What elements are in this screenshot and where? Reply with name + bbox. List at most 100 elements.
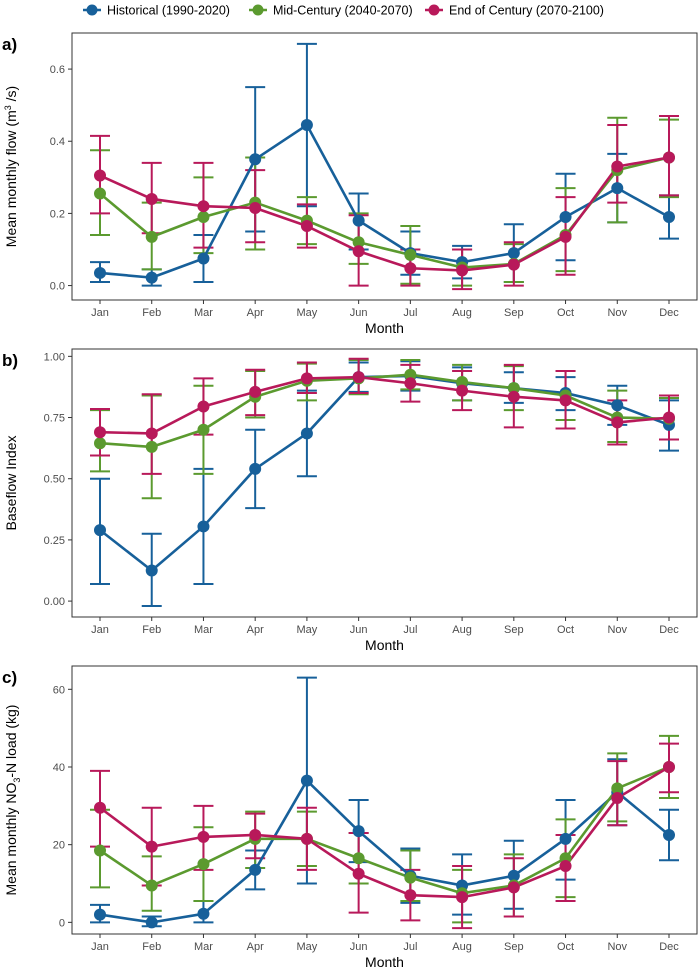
series-line-1-2 — [99, 375, 670, 435]
point-1-0-10 — [611, 399, 624, 412]
x-tick-label-2-8: Sep — [504, 941, 524, 953]
x-tick-label-2-3: Apr — [247, 941, 264, 953]
point-1-0-3 — [249, 462, 262, 475]
x-tick-label-1-2: Mar — [194, 624, 213, 636]
point-1-2-8 — [507, 390, 520, 403]
x-axis-label-0: Month — [365, 320, 404, 336]
y-axis-label-sup-0: 3 — [3, 105, 13, 110]
point-1-1-8 — [507, 382, 520, 395]
point-1-1-0 — [94, 437, 106, 450]
point-1-2-11 — [663, 411, 675, 424]
series-line-1-1 — [99, 373, 670, 449]
point-0-2-5 — [352, 245, 365, 258]
y-tick-label-2-0: 0 — [59, 917, 65, 929]
point-1-2-0 — [94, 426, 106, 439]
point-1-2-4 — [300, 372, 313, 385]
x-tick-label-0-1: Feb — [142, 307, 161, 319]
y-tick-label-2-1: 20 — [53, 840, 65, 852]
point-0-0-2 — [197, 252, 210, 265]
x-tick-label-2-10: Nov — [607, 941, 627, 953]
y-tick-label-1-3: 0.75 — [44, 413, 65, 425]
point-1-2-7 — [456, 384, 469, 397]
point-0-1-5 — [352, 236, 365, 249]
x-tick-label-2-9: Oct — [557, 941, 574, 953]
series-line-2-0 — [99, 779, 670, 924]
point-2-2-5 — [352, 867, 365, 880]
point-1-0-2 — [197, 520, 210, 533]
y-tick-label-2-3: 60 — [53, 684, 65, 696]
point-0-2-2 — [197, 200, 210, 213]
x-axis-label-1: Month — [365, 637, 404, 653]
point-2-0-5 — [352, 825, 365, 838]
point-1-0-4 — [300, 427, 313, 440]
series-line-0-0 — [99, 123, 670, 279]
y-tick-label-2-2: 40 — [53, 762, 65, 774]
x-tick-label-2-6: Jul — [403, 941, 417, 953]
y-tick-label-1-0: 0.00 — [44, 596, 65, 608]
y-tick-label-1-4: 1.00 — [44, 351, 65, 363]
panel-frame-0 — [71, 32, 698, 301]
point-2-0-2 — [197, 907, 210, 920]
panel-1: b) 0.00 0.25 0.50 0.75 1.00 Jan Feb Mar Apr May Jun… — [2, 348, 698, 653]
point-2-0-8 — [507, 869, 520, 882]
legend-entry-0: Historical (1990-2020) — [83, 4, 230, 18]
x-tick-label-1-5: Jun — [350, 624, 368, 636]
panel-label-1: b) — [2, 351, 18, 370]
point-0-0-5 — [352, 214, 365, 227]
point-2-0-1 — [145, 916, 158, 929]
y-axis-label-sub-2: 3 — [12, 778, 22, 783]
y-axis-label-main-2: Mean monthly NO — [3, 783, 19, 896]
point-1-1-7 — [456, 376, 469, 389]
series-line-0-2 — [99, 156, 670, 272]
point-0-0-9 — [559, 211, 572, 224]
point-2-2-9 — [559, 860, 572, 873]
x-tick-label-2-2: Mar — [194, 941, 213, 953]
y-tick-label-1-1: 0.25 — [44, 535, 65, 547]
x-tick-label-1-4: May — [297, 624, 318, 636]
point-0-1-2 — [197, 211, 210, 224]
point-1-2-5 — [352, 371, 365, 384]
point-2-0-11 — [663, 828, 675, 841]
x-tick-label-1-7: Aug — [452, 624, 472, 636]
x-tick-label-0-8: Sep — [504, 307, 524, 319]
y-axis-label-1: Baseflow Index — [3, 436, 19, 531]
panel-0: a) 0.0 0.2 0.4 0.6 Jan Feb Mar Apr May Jun Jul Aug Se… — [2, 32, 698, 336]
point-1-1-1 — [145, 440, 158, 453]
point-0-2-3 — [249, 201, 262, 214]
point-2-2-2 — [197, 830, 210, 843]
x-tick-label-1-8: Sep — [504, 624, 524, 636]
point-2-1-5 — [352, 852, 365, 865]
x-tick-label-2-5: Jun — [350, 941, 368, 953]
legend: Historical (1990-2020) Mid-Century (2040-… — [83, 4, 604, 18]
point-2-1-6 — [404, 871, 417, 884]
x-tick-label-1-1: Feb — [142, 624, 161, 636]
point-0-2-9 — [559, 230, 572, 243]
point-0-2-8 — [507, 258, 520, 271]
point-0-2-10 — [611, 160, 624, 173]
point-2-2-0 — [94, 801, 106, 814]
series-line-2-2 — [99, 765, 670, 899]
point-0-2-4 — [300, 220, 313, 233]
y-axis-label-0: Mean monthly flow (m3 /s) — [3, 86, 19, 247]
y-tick-label-0-2: 0.4 — [50, 136, 65, 148]
x-tick-label-2-0: Jan — [91, 941, 109, 953]
panel-frame-1 — [71, 348, 698, 618]
x-tick-label-0-6: Jul — [403, 307, 417, 319]
x-tick-label-0-5: Jun — [350, 307, 368, 319]
panel-label-2: c) — [2, 668, 17, 687]
point-2-2-1 — [145, 840, 158, 853]
y-tick-label-0-3: 0.6 — [50, 64, 65, 76]
x-tick-label-0-4: May — [297, 307, 318, 319]
point-2-1-10 — [611, 782, 624, 795]
y-tick-label-0-1: 0.2 — [50, 208, 65, 220]
point-2-0-0 — [94, 908, 106, 921]
point-0-0-10 — [611, 182, 624, 195]
y-tick-label-0-0: 0.0 — [50, 281, 65, 293]
point-0-0-1 — [145, 271, 158, 284]
x-tick-label-0-7: Aug — [452, 307, 472, 319]
legend-key-marker-1 — [252, 4, 264, 16]
panel-label-0: a) — [2, 35, 17, 54]
point-2-1-2 — [197, 858, 210, 871]
x-tick-label-0-9: Oct — [557, 307, 574, 319]
x-tick-label-0-2: Mar — [194, 307, 213, 319]
